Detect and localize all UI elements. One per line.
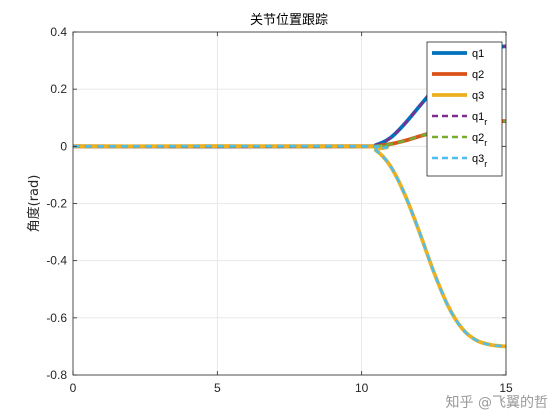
y-axis-label: 角度(rad) (26, 175, 42, 233)
legend-entry: q2r (472, 132, 487, 148)
y-tick-label: -0.6 (46, 311, 67, 325)
legend-entry: q2 (472, 69, 484, 81)
legend-entry: q1r (472, 111, 487, 127)
legend-box (426, 41, 503, 177)
watermark: 知乎 @飞翼的哲 (445, 395, 548, 411)
legend-entry: q3 (472, 90, 484, 102)
chart-title: 关节位置跟踪 (250, 13, 328, 28)
series-line-q3-r (72, 144, 507, 348)
x-tick-label: 10 (355, 381, 369, 395)
ticks: 0 5 10 15 0.4 0.2 0 -0.2 -0.4 -0.6 -0.8 (46, 25, 513, 395)
x-tick-label: 0 (70, 381, 77, 395)
x-tick-label: 15 (499, 381, 513, 395)
legend-entry: q3r (472, 153, 487, 169)
y-tick-label: 0 (60, 139, 67, 153)
y-tick-label: 0.2 (50, 82, 67, 96)
y-tick-label: 0.4 (50, 25, 67, 39)
legend: q1 q2 q3 q1r q2r q3r (426, 41, 503, 177)
legend-entry: q1 (472, 48, 484, 60)
y-tick-label: -0.4 (46, 254, 67, 268)
y-tick-label: -0.2 (46, 197, 67, 211)
y-tick-label: -0.8 (46, 368, 67, 382)
x-tick-label: 5 (214, 381, 221, 395)
